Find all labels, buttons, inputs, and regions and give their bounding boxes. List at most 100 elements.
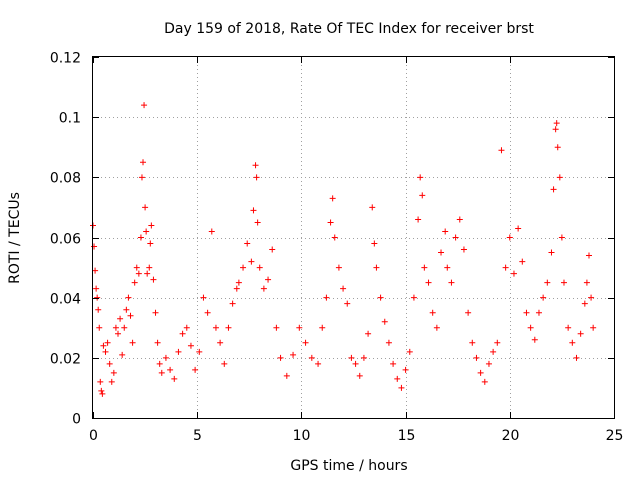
data-point — [415, 216, 422, 223]
data-point — [208, 228, 215, 235]
data-point — [352, 360, 359, 367]
data-point — [92, 267, 99, 274]
data-point — [340, 285, 347, 292]
data-point — [465, 309, 472, 316]
data-point — [319, 324, 326, 331]
data-point — [385, 339, 392, 346]
data-point — [254, 219, 261, 226]
data-point — [260, 285, 267, 292]
data-point — [141, 102, 148, 109]
data-point — [192, 366, 199, 373]
data-point — [553, 120, 560, 127]
data-point — [556, 174, 563, 181]
data-point — [290, 351, 297, 358]
data-point — [588, 294, 595, 301]
data-point — [429, 309, 436, 316]
data-point — [544, 279, 551, 286]
data-point — [142, 204, 149, 211]
data-point — [481, 378, 488, 385]
data-point — [565, 324, 572, 331]
data-point — [183, 324, 190, 331]
data-point — [506, 234, 513, 241]
data-point — [573, 354, 580, 361]
data-point — [112, 324, 119, 331]
data-point — [175, 348, 182, 355]
data-point — [256, 264, 263, 271]
y-tick-label: 0.08 — [50, 171, 81, 187]
data-point — [308, 354, 315, 361]
data-point — [187, 342, 194, 349]
data-point — [329, 195, 336, 202]
data-point — [106, 360, 113, 367]
data-point — [410, 294, 417, 301]
data-point — [323, 294, 330, 301]
data-points — [90, 102, 597, 397]
data-point — [167, 366, 174, 373]
data-point — [452, 234, 459, 241]
data-point — [269, 246, 276, 253]
data-point — [94, 294, 101, 301]
data-point — [240, 264, 247, 271]
data-point — [179, 330, 186, 337]
y-tick-label: 0.12 — [50, 51, 81, 67]
data-point — [485, 360, 492, 367]
data-point — [96, 324, 103, 331]
data-point — [402, 366, 409, 373]
y-tick-label: 0.04 — [50, 292, 81, 308]
data-point — [417, 174, 424, 181]
data-point — [540, 294, 547, 301]
data-point — [248, 258, 255, 265]
data-point — [235, 279, 242, 286]
data-point — [119, 351, 126, 358]
data-point — [535, 309, 542, 316]
data-point — [377, 294, 384, 301]
data-point — [548, 249, 555, 256]
chart-title: Day 159 of 2018, Rate Of TEC Index for r… — [164, 21, 534, 37]
y-tick-label: 0.06 — [50, 232, 81, 248]
x-tick-label: 25 — [606, 428, 624, 444]
data-point — [200, 294, 207, 301]
x-tick-label: 20 — [502, 428, 520, 444]
data-point — [331, 234, 338, 241]
data-point — [425, 279, 432, 286]
data-point — [569, 339, 576, 346]
data-point — [585, 252, 592, 259]
data-point — [444, 264, 451, 271]
data-point — [212, 324, 219, 331]
data-point — [498, 147, 505, 154]
data-point — [510, 270, 517, 277]
data-point — [121, 324, 128, 331]
data-point — [302, 339, 309, 346]
data-point — [93, 285, 100, 292]
data-point — [265, 276, 272, 283]
data-point — [560, 279, 567, 286]
data-point — [133, 264, 140, 271]
data-point — [335, 264, 342, 271]
data-point — [394, 375, 401, 382]
data-point — [502, 264, 509, 271]
data-point — [531, 336, 538, 343]
data-point — [550, 186, 557, 193]
plot-frame — [92, 56, 615, 419]
data-point — [140, 159, 147, 166]
y-axis-label: ROTI / TECUs — [7, 192, 23, 284]
x-tick-label: 10 — [293, 428, 311, 444]
data-point — [360, 354, 367, 361]
data-point — [460, 246, 467, 253]
x-tick-label: 15 — [398, 428, 416, 444]
grid-lines — [93, 57, 614, 418]
data-point — [398, 384, 405, 391]
data-point — [469, 339, 476, 346]
data-point — [277, 354, 284, 361]
data-point — [104, 339, 111, 346]
data-point — [162, 354, 169, 361]
data-point — [515, 225, 522, 232]
data-point — [252, 162, 259, 169]
data-point — [147, 240, 154, 247]
data-point — [115, 330, 122, 337]
data-point — [433, 324, 440, 331]
y-tick-label: 0.1 — [59, 111, 81, 127]
data-point — [273, 324, 280, 331]
data-point — [552, 126, 559, 133]
data-point — [229, 300, 236, 307]
